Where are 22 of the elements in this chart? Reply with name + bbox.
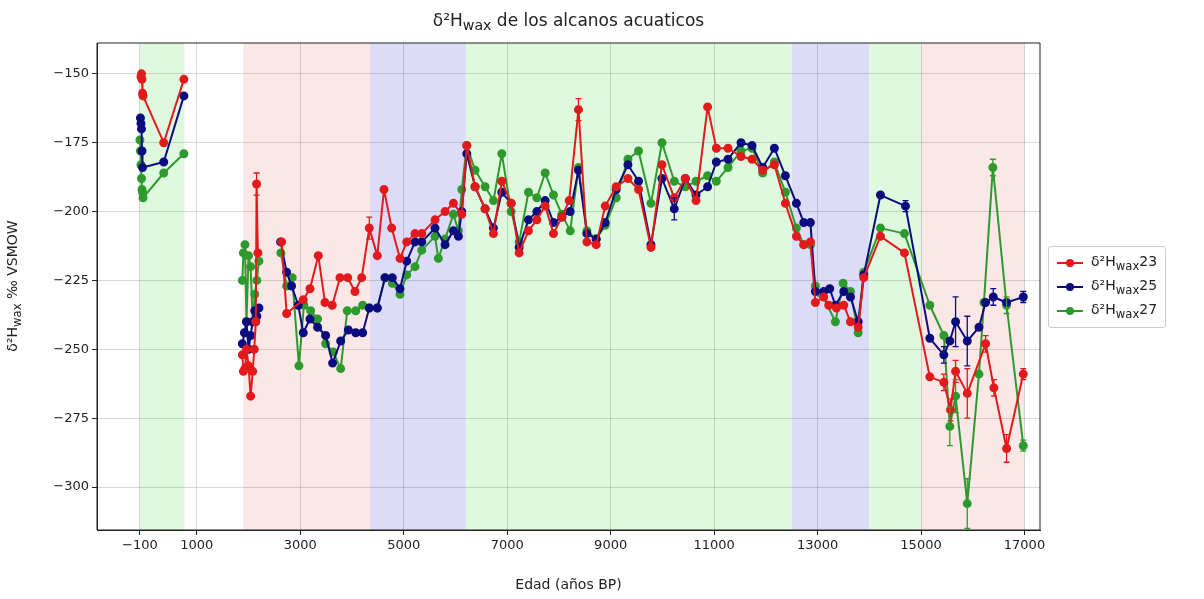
x-tick-label: 3000 <box>283 537 317 553</box>
x-tick-label: 1000 <box>180 537 214 553</box>
y-tick-label: −175 <box>53 134 89 150</box>
y-tick-label: −250 <box>53 340 89 356</box>
x-tick-label: 15000 <box>900 537 942 553</box>
x-tick-label: 13000 <box>796 537 839 553</box>
x-tick-label: 7000 <box>490 537 524 553</box>
legend-label: δ²H$_{wax}$27 <box>1091 301 1158 321</box>
legend-label: δ²H$_{wax}$25 <box>1091 277 1158 297</box>
y-tick-label: −225 <box>53 271 89 287</box>
y-tick-label: −300 <box>53 478 89 494</box>
y-tick-label: −150 <box>53 65 89 81</box>
y-tick-label: −200 <box>53 202 89 218</box>
x-tick-label: 17000 <box>1003 537 1046 553</box>
x-tick-label: 9000 <box>594 537 628 553</box>
legend-label: δ²H$_{wax}$23 <box>1091 253 1158 273</box>
x-tick-label: 5000 <box>387 537 421 553</box>
x-axis-title: Edad (años BP) <box>514 576 623 592</box>
x-tick-label: −100 <box>122 537 158 553</box>
x-tick-label: 11000 <box>693 537 735 553</box>
y-tick-label: −275 <box>53 409 89 425</box>
chart-title: δ²H$_{wax}$ de los alcanos acuaticos <box>431 10 706 34</box>
